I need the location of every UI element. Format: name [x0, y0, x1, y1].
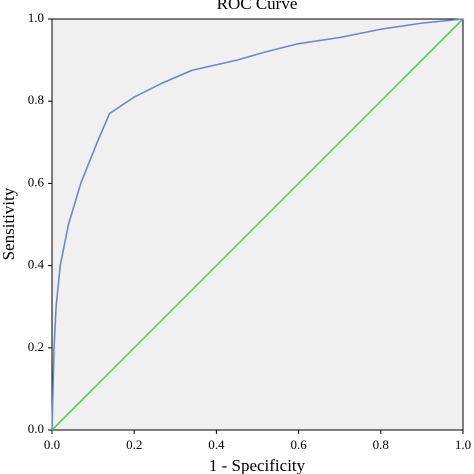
y-tick-label: 0.6 — [28, 174, 45, 189]
x-tick-label: 0.0 — [44, 437, 60, 452]
chart-title: ROC Curve — [217, 0, 298, 13]
y-tick-label: 0.4 — [28, 257, 45, 272]
y-tick-label: 1.0 — [28, 10, 44, 25]
y-tick-label: 0.2 — [28, 339, 44, 354]
roc-line — [51, 18, 464, 431]
y-tick-label: 0.8 — [28, 92, 44, 107]
x-tick-label: 0.8 — [373, 437, 389, 452]
y-axis-label: Sensitivity — [0, 187, 18, 260]
x-tick-label: 0.4 — [208, 437, 225, 452]
x-tick-label: 0.6 — [290, 437, 307, 452]
x-tick-label: 0.2 — [126, 437, 142, 452]
x-tick-label: 1.0 — [455, 437, 471, 452]
roc-line — [51, 18, 464, 431]
x-axis-label: 1 - Specificity — [209, 456, 306, 474]
y-tick-label: 0.0 — [28, 421, 44, 436]
